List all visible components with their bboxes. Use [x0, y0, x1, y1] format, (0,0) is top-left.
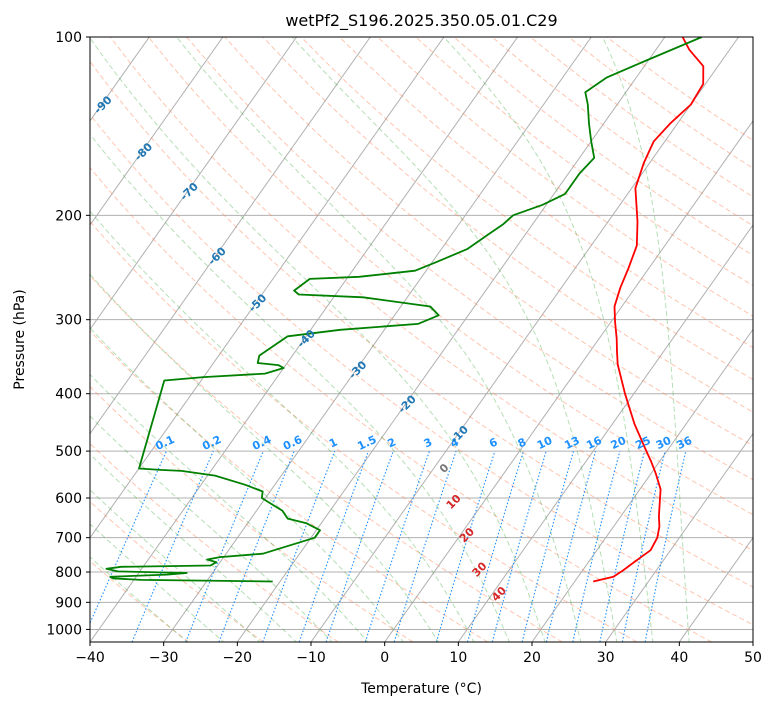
moist-adiabat-line — [90, 373, 369, 642]
moist-adiabat-line — [90, 273, 440, 642]
x-tick-label: −20 — [223, 650, 253, 666]
dry-adiabat-line — [415, 37, 753, 287]
dry-adiabat-line — [300, 37, 753, 381]
isotherm-line — [531, 328, 753, 642]
moist-adiabat-line — [602, 37, 690, 642]
isotherm-line — [384, 120, 753, 642]
mixing-ratio-line — [599, 450, 646, 642]
y-axis-label: Pressure (hPa) — [12, 289, 28, 389]
mixing-ratio-line — [644, 450, 687, 642]
moist-adiabat-line — [291, 37, 618, 642]
mixing-ratio-label: 20 — [609, 434, 629, 452]
moist-adiabat-line — [90, 210, 475, 642]
isotherm-line — [90, 37, 371, 435]
moist-adiabat-line — [176, 37, 582, 642]
isotherm-line — [90, 37, 445, 539]
x-tick-label: −10 — [296, 650, 326, 666]
mixing-ratio-line — [262, 450, 336, 642]
moist-adiabat-line — [443, 37, 654, 642]
y-tick-label: 900 — [55, 595, 82, 611]
moist-adiabat-line — [90, 523, 225, 642]
isotherm-line — [605, 432, 753, 642]
x-tick-label: 30 — [597, 650, 615, 666]
moist-adiabat-line — [90, 37, 546, 642]
temperature-profile — [592, 37, 705, 583]
mixing-ratio-line — [621, 450, 666, 642]
x-tick-label: 0 — [380, 650, 389, 666]
plot-grid — [90, 37, 753, 642]
isotherm-line — [163, 37, 592, 642]
dry-adiabat-line — [90, 560, 190, 642]
isotherm-line — [90, 37, 519, 642]
dry-adiabat-line — [90, 220, 638, 642]
isotherm-line — [90, 37, 298, 331]
isotherm-line — [236, 37, 666, 642]
dry-adiabat-line — [186, 37, 753, 481]
mixing-ratio-label: 30 — [654, 434, 674, 452]
mixing-ratio-line — [491, 450, 547, 642]
mixing-ratio-line — [364, 450, 431, 642]
mixing-ratio-line — [435, 450, 496, 642]
y-axis: 100 200 300 400 500 600 700 800 900 1000 — [46, 30, 90, 638]
dry-adiabat-line — [148, 37, 753, 516]
mixing-ratio-line — [218, 450, 295, 642]
y-tick-label: 200 — [55, 208, 82, 224]
x-tick-label: 40 — [670, 650, 688, 666]
dry-adiabat-line — [90, 60, 753, 588]
x-tick-label: 10 — [449, 650, 467, 666]
mixing-ratio-line — [90, 450, 168, 625]
mixing-ratio-label: 10 — [535, 434, 555, 452]
mixing-ratio-line — [466, 450, 525, 642]
dry-adiabat-line — [90, 330, 488, 642]
mixing-ratio-line — [572, 450, 621, 642]
plot-frame — [89, 36, 754, 643]
isotherm-line — [457, 224, 753, 642]
dry-adiabat-line — [90, 274, 563, 642]
moist-adiabat-line — [90, 556, 189, 642]
mixing-ratio-label: 25 — [633, 434, 652, 452]
isotherm-line — [310, 37, 740, 642]
y-tick-label: 700 — [55, 531, 82, 547]
x-axis: −40 −30 −20 −10 0 10 20 30 40 50 — [75, 642, 762, 666]
x-tick-label: −40 — [75, 650, 105, 666]
x-axis-label: Temperature (°C) — [360, 681, 482, 697]
mixing-ratio-line — [131, 450, 214, 642]
dry-adiabat-line — [262, 37, 753, 413]
dry-adiabat-line — [90, 385, 414, 642]
chart-title: wetPf2_S196.2025.350.05.01.C29 — [285, 11, 557, 31]
mixing-ratio-line — [298, 450, 370, 642]
x-tick-label: 50 — [744, 650, 762, 666]
mixing-ratio-label: 13 — [562, 434, 581, 452]
dewpoint-profile — [105, 37, 703, 583]
mixing-ratio-label: 16 — [584, 434, 604, 452]
plot-series — [105, 37, 705, 583]
moist-adiabat-line — [90, 415, 333, 642]
y-tick-label: 1000 — [46, 622, 82, 638]
y-tick-label: 100 — [55, 30, 82, 46]
x-tick-label: 20 — [523, 650, 541, 666]
mixing-ratio-line — [521, 450, 575, 642]
mixing-ratio-line — [185, 450, 264, 642]
dry-adiabat-line — [90, 166, 712, 642]
y-tick-label: 600 — [55, 491, 82, 507]
isotherm-line — [90, 37, 224, 226]
x-tick-label: −30 — [149, 650, 179, 666]
y-tick-label: 300 — [55, 313, 82, 329]
mixing-ratio-line — [393, 450, 457, 642]
moist-adiabat-line — [90, 133, 510, 642]
dry-adiabat-line — [90, 113, 753, 626]
mixing-ratio-line — [325, 450, 394, 642]
y-tick-label: 800 — [55, 565, 82, 581]
mixing-ratio-label: 36 — [675, 434, 695, 452]
y-tick-label: 500 — [55, 444, 82, 460]
isotherm-line — [678, 536, 753, 642]
dry-adiabat-line — [90, 442, 339, 642]
y-tick-label: 400 — [55, 387, 82, 403]
